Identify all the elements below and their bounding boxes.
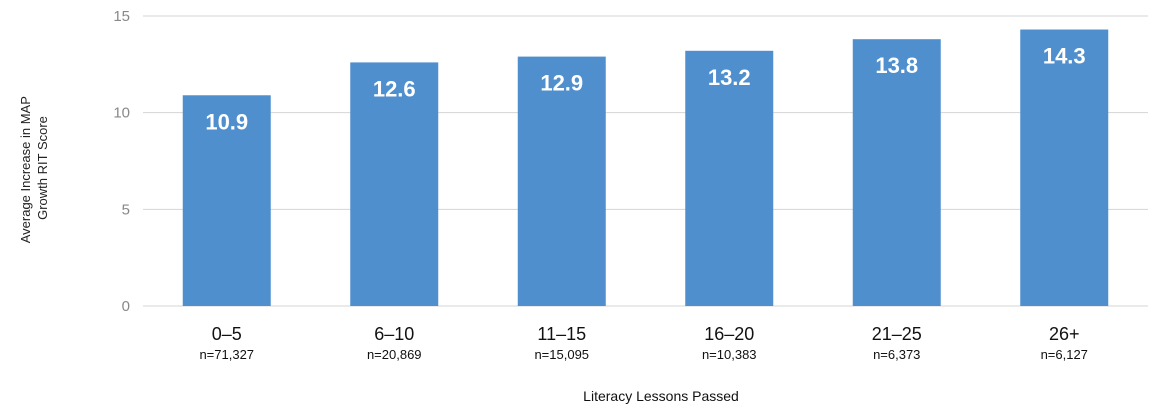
bar-value-label: 12.6 xyxy=(373,76,416,101)
bar-value-label: 14.3 xyxy=(1043,44,1086,69)
x-tick-label: 26+ xyxy=(1049,324,1080,344)
bar-value-labels: 10.9 12.6 12.9 13.2 13.8 14.3 xyxy=(205,44,1085,135)
y-axis-label-line-2: Growth RIT Score xyxy=(35,116,50,220)
x-tick-label: 11–15 xyxy=(537,324,586,344)
bar xyxy=(182,95,271,307)
y-tick-label: 15 xyxy=(113,8,130,25)
x-tick-sublabel: n=71,327 xyxy=(199,347,254,362)
x-tick-sublabel: n=15,095 xyxy=(534,347,589,362)
bar-value-label: 12.9 xyxy=(540,71,583,96)
bar xyxy=(685,50,774,306)
y-tick-label: 0 xyxy=(122,298,130,315)
x-tick-label: 0–5 xyxy=(212,324,242,344)
x-tick-sublabel: n=6,373 xyxy=(873,347,920,362)
x-tick-sublabel: n=20,869 xyxy=(367,347,422,362)
x-tick-label: 6–10 xyxy=(374,324,414,344)
x-tick-sublabel: n=10,383 xyxy=(702,347,757,362)
bar xyxy=(852,39,941,306)
y-axis-label-line-1: Average Increase in MAP xyxy=(18,96,33,243)
bars xyxy=(182,29,1109,307)
bar xyxy=(350,62,439,307)
y-axis-ticks: 0 5 10 15 xyxy=(113,8,130,315)
x-axis-ticks: 0–5 n=71,327 6–10 n=20,869 11–15 n=15,095 16–2… xyxy=(199,324,1087,362)
x-axis-label: Literacy Lessons Passed xyxy=(583,388,739,404)
bar-value-label: 10.9 xyxy=(205,109,248,134)
y-tick-label: 5 xyxy=(122,201,130,218)
bar-value-label: 13.2 xyxy=(708,65,751,90)
bar-value-label: 13.8 xyxy=(875,53,918,78)
gridlines xyxy=(143,15,1148,307)
x-tick-label: 16–20 xyxy=(704,324,754,344)
bar xyxy=(517,56,606,306)
bar xyxy=(1020,29,1109,307)
y-tick-label: 10 xyxy=(113,105,130,122)
x-tick-label: 21–25 xyxy=(872,324,922,344)
x-tick-sublabel: n=6,127 xyxy=(1041,347,1088,362)
y-axis-label: Average Increase in MAP Growth RIT Score xyxy=(18,93,50,244)
